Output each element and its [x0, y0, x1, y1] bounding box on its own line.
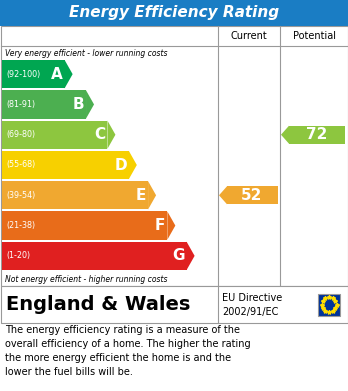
Bar — [318, 294, 340, 316]
Text: F: F — [155, 218, 165, 233]
Text: (55-68): (55-68) — [6, 160, 35, 170]
Bar — [0, 0, 348, 26]
Text: Current: Current — [231, 31, 267, 41]
Text: D: D — [114, 158, 127, 172]
Bar — [2, 120, 108, 149]
Text: Energy Efficiency Rating: Energy Efficiency Rating — [69, 5, 279, 20]
Text: B: B — [72, 97, 84, 112]
Text: C: C — [94, 127, 105, 142]
Bar — [0, 26, 348, 286]
Polygon shape — [148, 181, 156, 210]
Polygon shape — [187, 242, 195, 270]
Bar — [289, 126, 345, 144]
Bar — [2, 181, 148, 210]
Bar — [2, 90, 86, 118]
Text: 2002/91/EC: 2002/91/EC — [222, 307, 278, 317]
Polygon shape — [167, 212, 175, 240]
Text: (69-80): (69-80) — [6, 130, 35, 139]
Text: A: A — [51, 66, 63, 82]
Bar — [2, 151, 129, 179]
Text: G: G — [172, 248, 184, 264]
Text: Very energy efficient - lower running costs: Very energy efficient - lower running co… — [5, 48, 167, 57]
Text: (81-91): (81-91) — [6, 100, 35, 109]
Text: (92-100): (92-100) — [6, 70, 40, 79]
Bar — [0, 286, 348, 323]
Bar — [2, 242, 187, 270]
Text: Not energy efficient - higher running costs: Not energy efficient - higher running co… — [5, 274, 167, 283]
Bar — [227, 186, 278, 204]
Text: 72: 72 — [306, 127, 327, 142]
Bar — [2, 212, 167, 240]
Text: Potential: Potential — [293, 31, 335, 41]
Text: (1-20): (1-20) — [6, 251, 30, 260]
Text: E: E — [136, 188, 146, 203]
Polygon shape — [65, 60, 73, 88]
Bar — [2, 60, 65, 88]
Polygon shape — [281, 126, 289, 144]
Text: EU Directive: EU Directive — [222, 293, 282, 303]
Text: (39-54): (39-54) — [6, 191, 35, 200]
Polygon shape — [108, 120, 116, 149]
Polygon shape — [219, 186, 227, 204]
Polygon shape — [129, 151, 137, 179]
Text: England & Wales: England & Wales — [6, 295, 190, 314]
Text: The energy efficiency rating is a measure of the
overall efficiency of a home. T: The energy efficiency rating is a measur… — [5, 325, 251, 377]
Polygon shape — [86, 90, 94, 118]
Text: 52: 52 — [241, 188, 263, 203]
Text: (21-38): (21-38) — [6, 221, 35, 230]
